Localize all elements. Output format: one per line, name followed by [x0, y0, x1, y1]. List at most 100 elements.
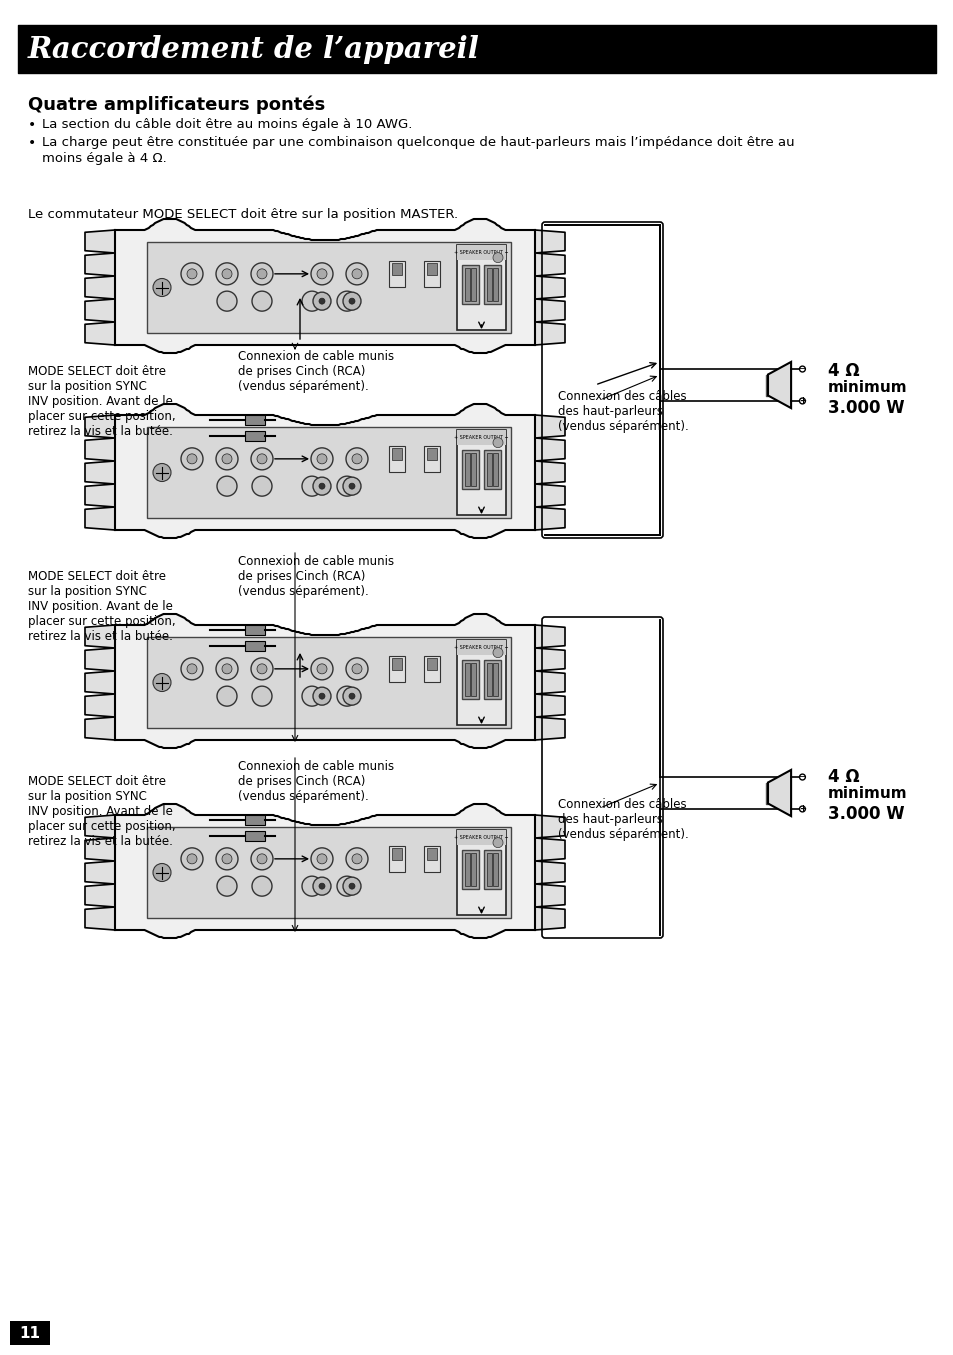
Bar — [427, 848, 436, 860]
Bar — [461, 851, 478, 889]
Text: MODE SELECT doit être
sur la position SYNC
INV position. Avant de le
placer sur : MODE SELECT doit être sur la position SY… — [28, 775, 175, 848]
Bar — [245, 415, 265, 425]
Bar — [456, 245, 505, 260]
Circle shape — [493, 837, 502, 848]
Polygon shape — [535, 230, 564, 346]
Bar — [392, 263, 401, 275]
Circle shape — [152, 863, 171, 882]
Circle shape — [256, 664, 267, 673]
Text: 3.000 W: 3.000 W — [827, 805, 903, 822]
Bar — [483, 660, 500, 699]
Circle shape — [302, 686, 322, 706]
Circle shape — [311, 449, 333, 470]
Circle shape — [215, 657, 237, 680]
Circle shape — [216, 877, 236, 896]
Circle shape — [336, 291, 356, 312]
Bar — [461, 450, 478, 489]
Circle shape — [222, 664, 232, 673]
Text: + SPEAKER OUTPUT −: + SPEAKER OUTPUT − — [454, 251, 508, 255]
Circle shape — [216, 291, 236, 312]
Polygon shape — [115, 220, 535, 354]
Bar — [423, 656, 439, 682]
Polygon shape — [115, 804, 535, 938]
Circle shape — [313, 877, 331, 896]
Text: Connexion des câbles
des haut-parleurs
(vendus séparément).: Connexion des câbles des haut-parleurs (… — [558, 798, 688, 841]
Bar — [464, 664, 469, 696]
Bar — [483, 266, 500, 304]
Bar — [392, 449, 401, 459]
Circle shape — [181, 848, 203, 870]
Text: + SPEAKER OUTPUT −: + SPEAKER OUTPUT − — [454, 835, 508, 840]
Bar — [147, 243, 511, 333]
Circle shape — [493, 252, 502, 263]
Bar — [423, 262, 439, 287]
Text: •: • — [28, 118, 36, 131]
Text: MODE SELECT doit être
sur la position SYNC
INV position. Avant de le
placer sur : MODE SELECT doit être sur la position SY… — [28, 364, 175, 438]
Bar — [147, 827, 511, 917]
Circle shape — [215, 848, 237, 870]
Circle shape — [352, 454, 361, 463]
Circle shape — [251, 449, 273, 470]
Circle shape — [251, 848, 273, 870]
Circle shape — [343, 293, 360, 310]
Bar — [461, 660, 478, 699]
Text: 4 Ω: 4 Ω — [827, 768, 859, 786]
Circle shape — [252, 877, 272, 896]
Polygon shape — [767, 362, 790, 408]
Text: Quatre amplificateurs pontés: Quatre amplificateurs pontés — [28, 95, 325, 114]
Polygon shape — [85, 415, 115, 530]
Circle shape — [352, 854, 361, 864]
Polygon shape — [535, 814, 564, 930]
Bar — [456, 430, 505, 446]
Circle shape — [352, 268, 361, 279]
Polygon shape — [535, 415, 564, 530]
Text: minimum: minimum — [827, 786, 906, 801]
Circle shape — [349, 484, 355, 489]
Bar — [427, 657, 436, 669]
Bar — [245, 831, 265, 841]
Bar — [456, 430, 505, 515]
Text: 3.000 W: 3.000 W — [827, 398, 903, 417]
Circle shape — [799, 366, 804, 373]
Polygon shape — [115, 404, 535, 538]
Circle shape — [252, 291, 272, 312]
Bar — [147, 637, 511, 728]
Bar — [456, 831, 505, 846]
Circle shape — [187, 454, 196, 463]
Bar — [147, 427, 511, 518]
Circle shape — [316, 854, 327, 864]
Bar — [493, 854, 497, 886]
Polygon shape — [85, 814, 115, 930]
Circle shape — [316, 268, 327, 279]
Bar — [486, 268, 491, 301]
Text: Connexion de cable munis
de prises Cinch (RCA)
(vendus séparément).: Connexion de cable munis de prises Cinch… — [237, 350, 394, 393]
Circle shape — [302, 291, 322, 312]
Circle shape — [187, 268, 196, 279]
Bar — [389, 846, 405, 871]
Circle shape — [493, 438, 502, 447]
Circle shape — [346, 449, 368, 470]
Bar — [464, 268, 469, 301]
Circle shape — [256, 268, 267, 279]
Bar — [456, 245, 505, 331]
Text: Connexion de cable munis
de prises Cinch (RCA)
(vendus séparément).: Connexion de cable munis de prises Cinch… — [237, 556, 394, 598]
Circle shape — [313, 687, 331, 705]
Circle shape — [181, 263, 203, 285]
Circle shape — [336, 686, 356, 706]
Bar — [471, 268, 476, 301]
Circle shape — [215, 449, 237, 470]
Bar — [471, 854, 476, 886]
Polygon shape — [85, 625, 115, 740]
Circle shape — [187, 664, 196, 673]
Circle shape — [181, 657, 203, 680]
Circle shape — [215, 263, 237, 285]
Text: Raccordement de l’appareil: Raccordement de l’appareil — [28, 35, 479, 65]
Polygon shape — [767, 770, 790, 816]
Circle shape — [311, 657, 333, 680]
Bar — [464, 454, 469, 486]
Bar — [10, 1321, 50, 1346]
Bar — [456, 831, 505, 915]
Text: + SPEAKER OUTPUT −: + SPEAKER OUTPUT − — [454, 645, 508, 650]
Bar — [389, 656, 405, 682]
Circle shape — [349, 883, 355, 889]
